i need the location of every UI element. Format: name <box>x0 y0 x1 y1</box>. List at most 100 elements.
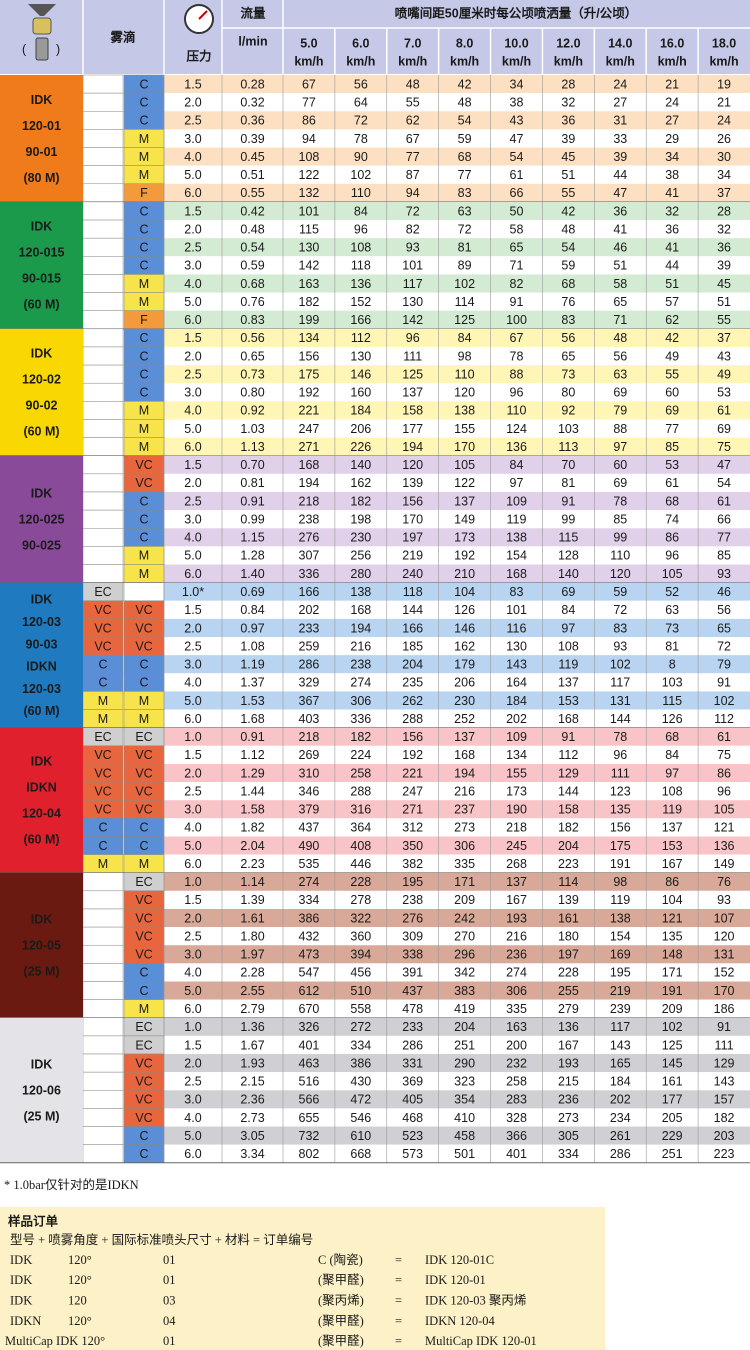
cell: 161 <box>662 1075 683 1089</box>
drop-cell <box>82 129 124 148</box>
row-bg <box>164 890 750 909</box>
group-label: 90-015 <box>22 272 61 286</box>
row-bg <box>164 256 750 275</box>
cell: 1.39 <box>240 893 264 907</box>
cell: 274 <box>299 875 320 889</box>
drop-cell <box>82 455 124 475</box>
cell: 185 <box>402 639 423 653</box>
cell: 138 <box>610 911 631 925</box>
drop-cell <box>82 1071 124 1091</box>
cell: 102 <box>350 168 371 182</box>
cell: 81 <box>561 476 575 490</box>
cell: 24 <box>717 114 731 128</box>
cell: 31 <box>613 114 627 128</box>
cell: 115 <box>558 531 578 545</box>
cell: 6.0 <box>184 712 201 726</box>
cell: 72 <box>406 204 420 218</box>
order-cell: IDKN <box>10 1314 41 1328</box>
drop-cell <box>82 1108 124 1127</box>
row-bg <box>164 1126 750 1145</box>
cell: 84 <box>354 204 368 218</box>
cell: 3.0 <box>184 948 201 962</box>
row-bg <box>164 1144 750 1163</box>
cell: 58 <box>613 277 627 291</box>
row-bg <box>164 292 750 311</box>
cell: 34 <box>510 77 524 91</box>
cell: 408 <box>350 839 371 853</box>
cell: 328 <box>506 1111 527 1125</box>
cell: 195 <box>402 875 423 889</box>
cell: 437 <box>299 821 320 835</box>
order-cell: (聚甲醛) <box>318 1272 364 1287</box>
group-label: 120-02 <box>22 373 61 387</box>
row-bg <box>164 419 750 438</box>
cell: 1.61 <box>240 911 264 925</box>
cell: 0.69 <box>240 585 264 599</box>
cell: 26 <box>717 132 731 146</box>
cell: 155 <box>506 766 527 780</box>
cell: 136 <box>714 839 735 853</box>
cell: 69 <box>613 476 627 490</box>
group-label-bg <box>0 75 83 202</box>
cell: 126 <box>662 712 683 726</box>
order-cell: IDK 120-01C <box>425 1253 494 1267</box>
cell: 117 <box>610 1020 630 1034</box>
cell: 81 <box>665 639 679 653</box>
cell: 50 <box>510 204 524 218</box>
gauge-icon <box>184 4 214 34</box>
group-label: IDK <box>31 93 53 107</box>
cell: 149 <box>714 857 735 871</box>
cell: 0.56 <box>240 331 264 345</box>
cell: 612 <box>299 984 320 998</box>
drop-class: M <box>139 277 149 291</box>
cell: 72 <box>354 114 368 128</box>
cell: 3.0 <box>184 132 201 146</box>
cell: 42 <box>665 331 679 345</box>
drop-cell <box>82 111 124 130</box>
cell: 547 <box>299 966 320 980</box>
cell: 546 <box>350 1111 371 1125</box>
cell: 94 <box>406 186 420 200</box>
speed-unit: km/h <box>398 54 427 68</box>
drop-class: VC <box>135 893 152 907</box>
drop-class: M <box>139 857 149 871</box>
order-cell: = <box>395 1253 402 1267</box>
cell: 145 <box>662 1056 683 1070</box>
cell: 54 <box>458 114 472 128</box>
cell: 237 <box>454 803 475 817</box>
drop-class: C <box>139 966 148 980</box>
cell: 1.5 <box>184 77 201 91</box>
cell: 245 <box>506 839 527 853</box>
drop-class: M <box>139 549 149 563</box>
cell: 96 <box>665 549 679 563</box>
drop-cell <box>82 528 124 547</box>
cell: 177 <box>402 422 423 436</box>
drop-cell <box>82 382 124 402</box>
cell: 4.0 <box>184 1111 201 1125</box>
cell: 218 <box>506 821 527 835</box>
cell: 3.34 <box>240 1147 264 1161</box>
drop-cell <box>82 92 124 112</box>
row-bg <box>164 346 750 366</box>
cell: 134 <box>299 331 320 345</box>
cell: 79 <box>717 658 731 672</box>
cell: 96 <box>354 222 368 236</box>
speed-label: 7.0 <box>404 36 421 50</box>
order-cell: 120° <box>68 1273 92 1287</box>
cell: 111 <box>611 766 630 780</box>
order-cell: (聚甲醛) <box>318 1333 364 1348</box>
cell: 2.5 <box>184 494 201 508</box>
cell: 83 <box>613 621 627 635</box>
cell: 46 <box>613 241 627 255</box>
cell: 66 <box>510 186 524 200</box>
drop-class: C <box>139 241 148 255</box>
cell: 2.73 <box>240 1111 264 1125</box>
cell: 306 <box>506 984 527 998</box>
order-cell: = <box>395 1334 402 1348</box>
cell: 55 <box>717 313 731 327</box>
cell: 1.08 <box>240 639 264 653</box>
row-bg <box>164 1035 750 1055</box>
drop-class: VC <box>94 803 111 817</box>
drop-class: VC <box>94 639 111 653</box>
cell: 2.5 <box>184 1075 201 1089</box>
